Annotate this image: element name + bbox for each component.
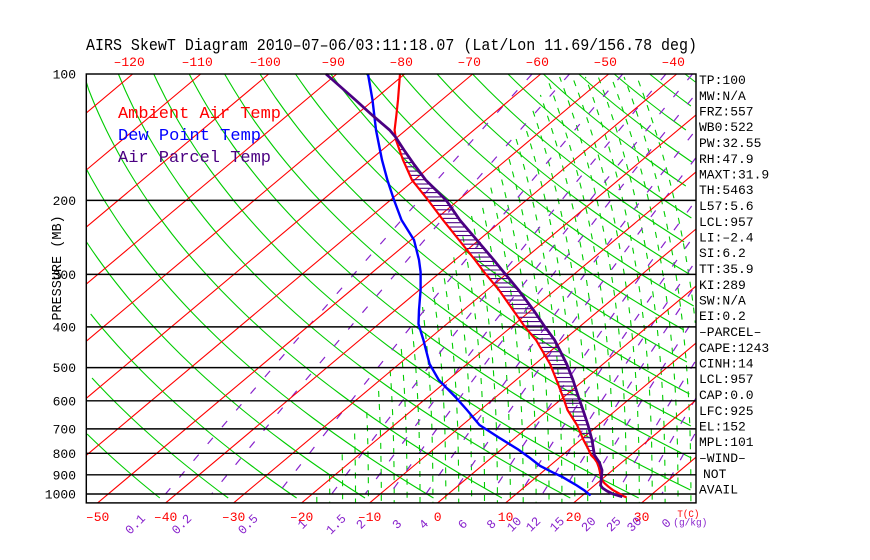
svg-text:–50: –50 [86, 510, 109, 525]
svg-text:500: 500 [53, 361, 76, 376]
svg-text:SW:N/A: SW:N/A [699, 294, 746, 309]
svg-text:NOT: NOT [703, 467, 727, 482]
svg-text:TP:100: TP:100 [699, 73, 746, 88]
svg-text:900: 900 [53, 468, 76, 483]
svg-text:700: 700 [53, 422, 76, 437]
svg-text:EI:0.2: EI:0.2 [699, 309, 746, 324]
svg-text:–WIND–: –WIND– [699, 451, 746, 466]
svg-text:–60: –60 [525, 55, 548, 70]
svg-text:1000: 1000 [45, 488, 76, 503]
svg-text:–120: –120 [114, 55, 145, 70]
svg-text:LFC:925: LFC:925 [699, 404, 754, 419]
svg-text:AVAIL: AVAIL [699, 483, 738, 498]
svg-text:MW:N/A: MW:N/A [699, 89, 746, 104]
svg-text:–10: –10 [358, 510, 381, 525]
svg-text:PRESSURE (MB): PRESSURE (MB) [51, 215, 66, 320]
svg-text:–100: –100 [250, 55, 281, 70]
svg-text:800: 800 [53, 447, 76, 462]
svg-text:–90: –90 [321, 55, 344, 70]
svg-text:200: 200 [53, 194, 76, 209]
svg-text:–30: –30 [222, 510, 245, 525]
svg-text:MPL:101: MPL:101 [699, 435, 754, 450]
svg-text:–40: –40 [661, 55, 684, 70]
svg-text:CAP:0.0: CAP:0.0 [699, 388, 754, 403]
svg-text:100: 100 [53, 68, 76, 83]
svg-text:CINH:14: CINH:14 [699, 357, 754, 372]
svg-text:T(C): T(C) [677, 509, 699, 521]
svg-text:–20: –20 [290, 510, 313, 525]
svg-text:Dew Point Temp: Dew Point Temp [118, 126, 261, 145]
svg-text:–80: –80 [389, 55, 412, 70]
svg-text:–70: –70 [457, 55, 480, 70]
svg-text:0: 0 [434, 510, 442, 525]
svg-text:CAPE:1243: CAPE:1243 [699, 341, 769, 356]
svg-text:LI:–2.4: LI:–2.4 [699, 231, 754, 246]
svg-text:–50: –50 [593, 55, 616, 70]
svg-text:RH:47.9: RH:47.9 [699, 152, 754, 167]
svg-text:KI:289: KI:289 [699, 278, 746, 293]
svg-text:LCL:957: LCL:957 [699, 215, 754, 230]
svg-text:L57:5.6: L57:5.6 [699, 199, 754, 214]
svg-text:400: 400 [53, 320, 76, 335]
svg-text:300: 300 [53, 268, 76, 283]
svg-text:–40: –40 [154, 510, 177, 525]
svg-text:LCL:957: LCL:957 [699, 372, 754, 387]
svg-text:WB0:522: WB0:522 [699, 120, 754, 135]
svg-text:–110: –110 [182, 55, 213, 70]
svg-text:600: 600 [53, 394, 76, 409]
svg-text:TH:5463: TH:5463 [699, 183, 754, 198]
svg-text:10: 10 [498, 510, 514, 525]
svg-text:Air Parcel Temp: Air Parcel Temp [118, 148, 271, 167]
svg-text:FRZ:557: FRZ:557 [699, 105, 754, 120]
svg-text:MAXT:31.9: MAXT:31.9 [699, 168, 769, 183]
svg-text:(g/kg): (g/kg) [673, 518, 707, 530]
svg-text:–PARCEL–: –PARCEL– [699, 325, 761, 340]
svg-text:SI:6.2: SI:6.2 [699, 246, 746, 261]
svg-text:AIRS SkewT Diagram 2010–07–06/: AIRS SkewT Diagram 2010–07–06/03:11:18.0… [86, 36, 697, 55]
svg-text:20: 20 [566, 510, 582, 525]
svg-text:PW:32.55: PW:32.55 [699, 136, 761, 151]
svg-text:TT:35.9: TT:35.9 [699, 262, 754, 277]
svg-text:Ambient Air Temp: Ambient Air Temp [118, 104, 281, 123]
svg-text:30: 30 [634, 510, 650, 525]
svg-text:EL:152: EL:152 [699, 420, 746, 435]
